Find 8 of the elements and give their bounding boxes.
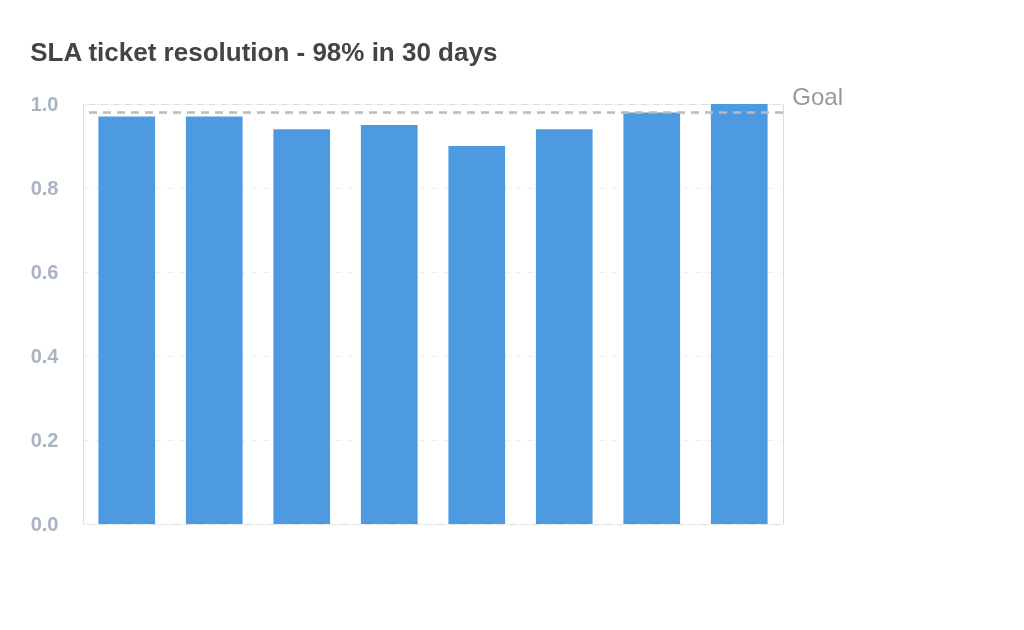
y-tick-label: 0.0 <box>30 512 59 535</box>
y-tick-label: 0.2 <box>30 428 59 451</box>
y-tick-label: 1.0 <box>30 92 59 115</box>
ref-line-label: Goal <box>792 83 843 111</box>
y-tick-label: 0.6 <box>30 260 59 283</box>
y-tick-label: 0.4 <box>30 344 60 367</box>
y-tick-label: 0.8 <box>30 176 59 199</box>
chart-title: SLA ticket resolution - 98% in 30 days <box>30 37 498 68</box>
